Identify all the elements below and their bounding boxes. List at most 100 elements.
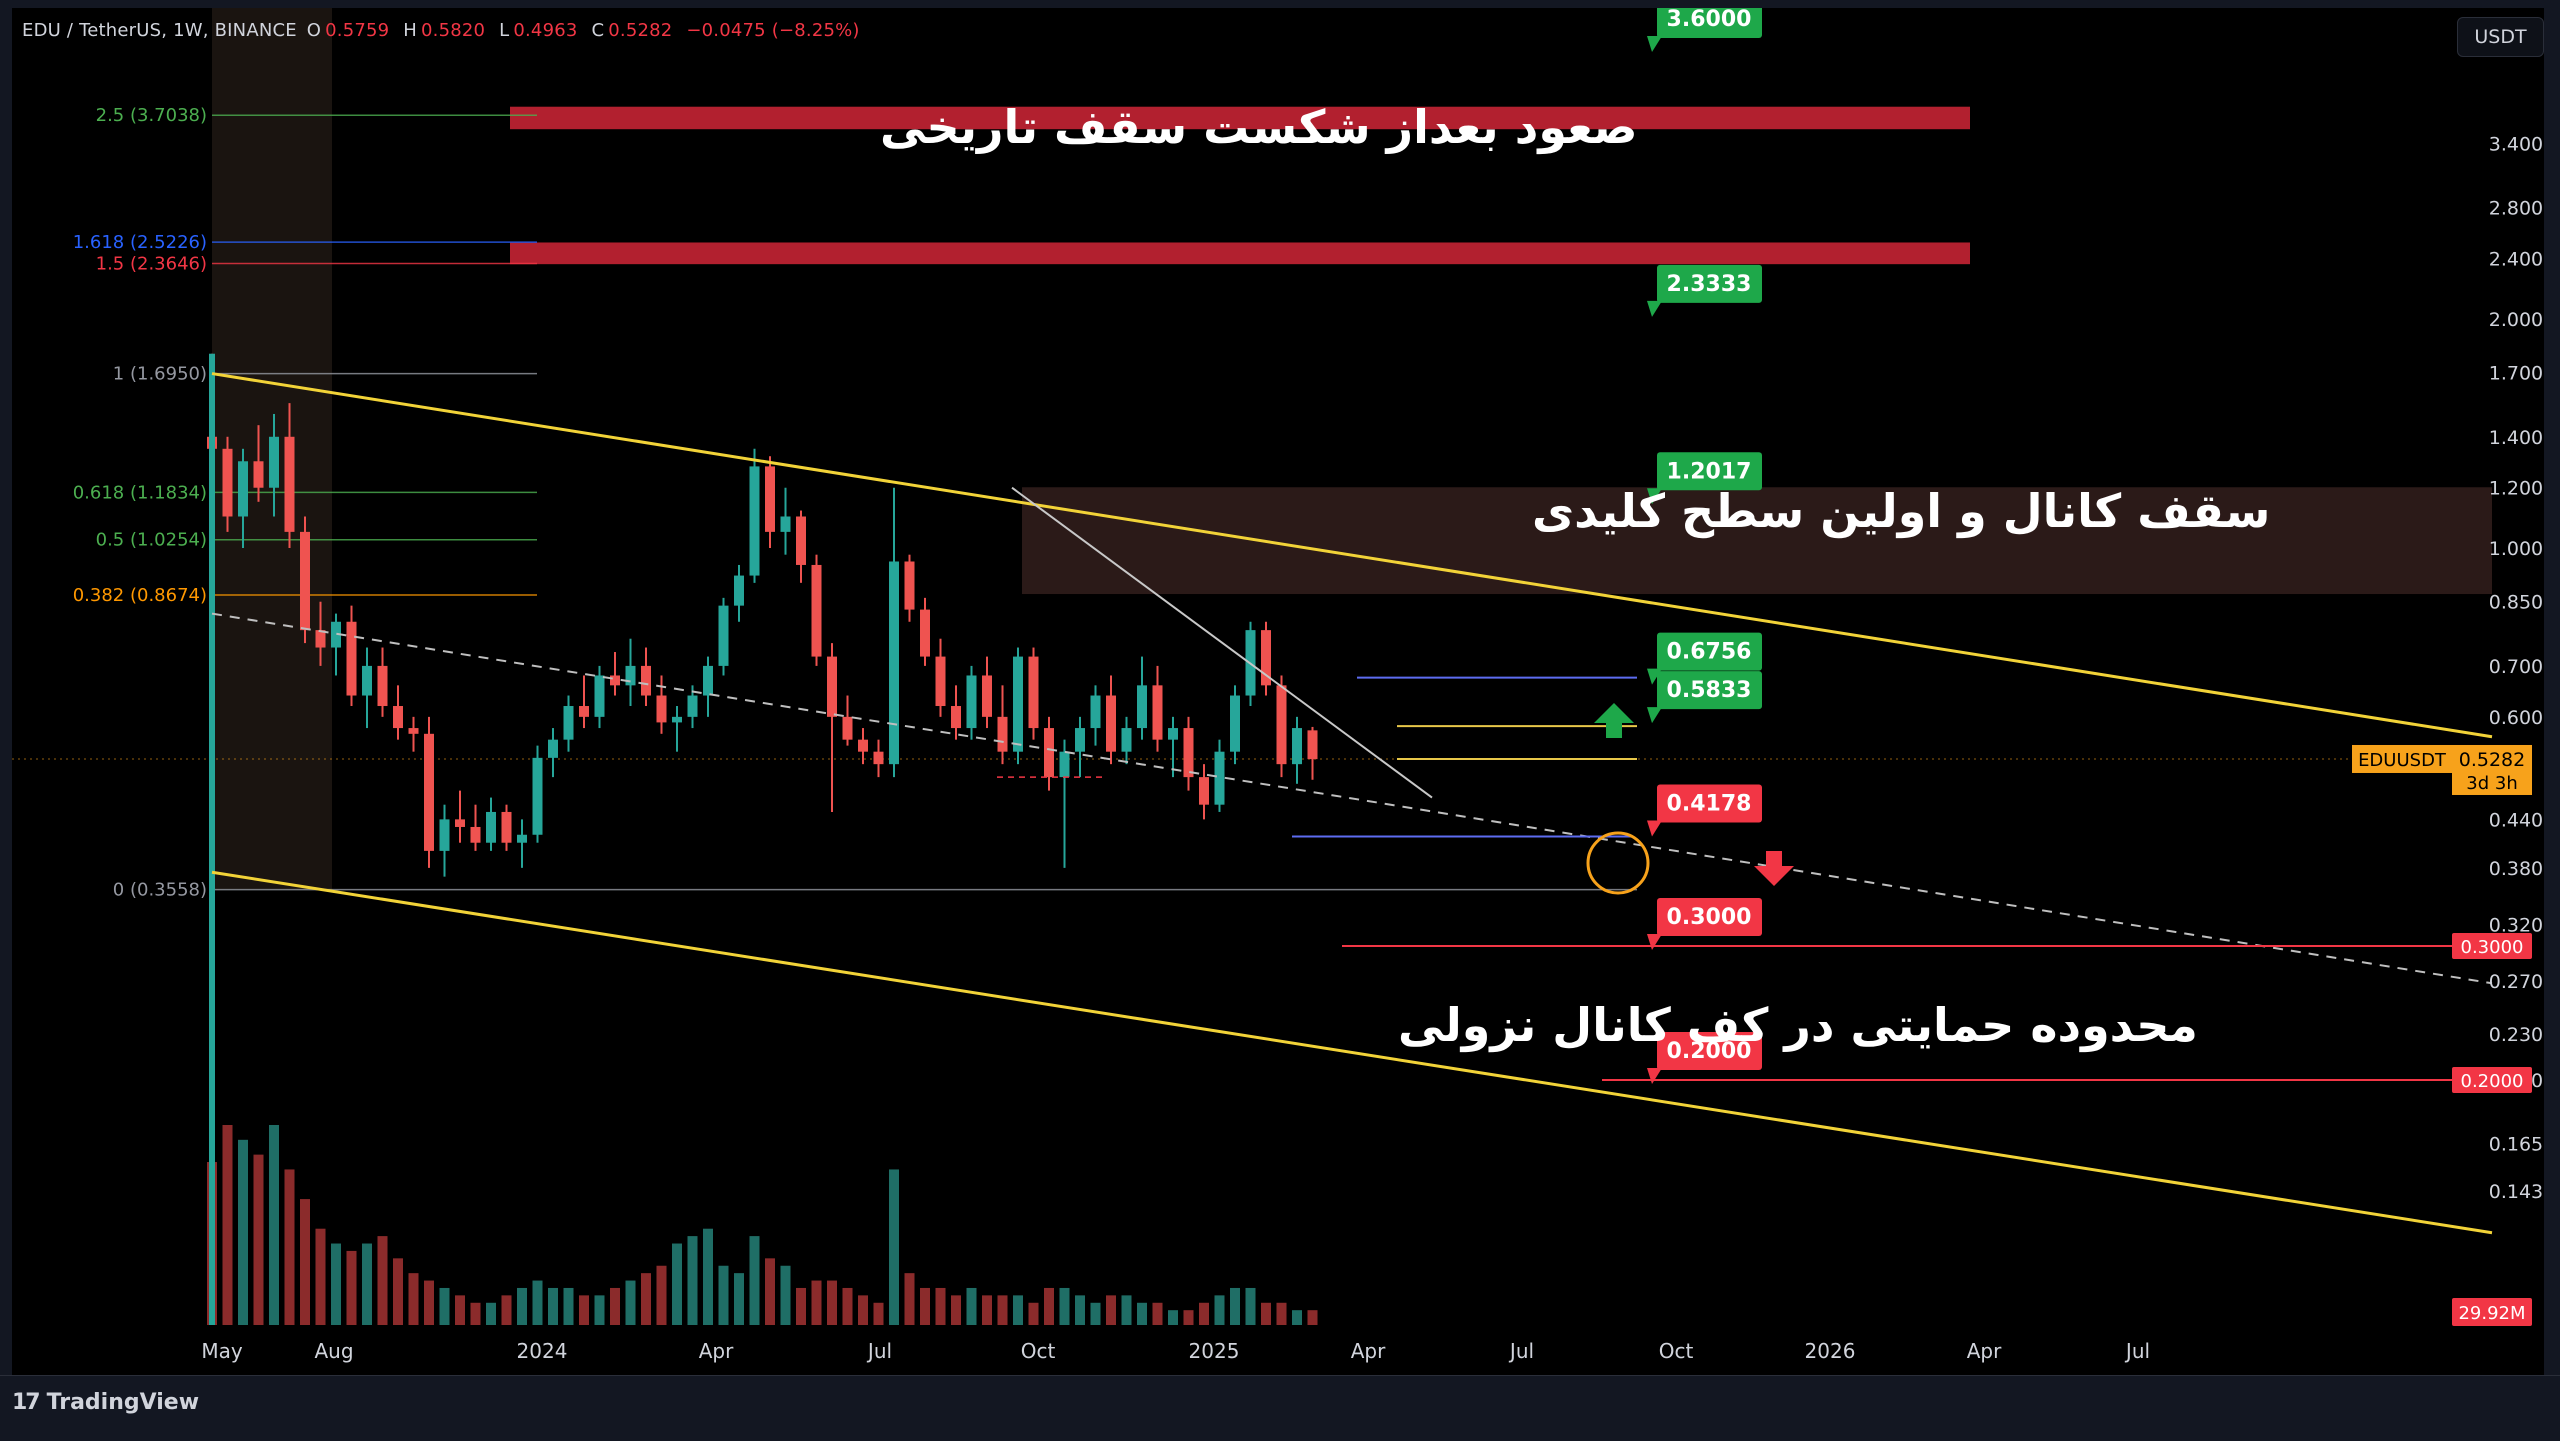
- volume-bar: [563, 1287, 574, 1325]
- current-price-tag: [2452, 744, 2532, 795]
- price-tick: 0.6000: [2489, 707, 2544, 729]
- volume-bar: [641, 1273, 651, 1325]
- volume-tag-label: 29.92M: [2458, 1303, 2525, 1324]
- candle-body: [439, 819, 450, 851]
- target-tag-box: [1657, 1032, 1762, 1070]
- candle-body: [563, 706, 574, 740]
- tradingview-logo-text: TradingView: [46, 1390, 200, 1415]
- ohlc-open: O 0.5759: [306, 20, 390, 41]
- candle-body: [997, 716, 1008, 752]
- currency-button[interactable]: USDT: [2457, 17, 2544, 57]
- volume-bar: [532, 1280, 543, 1325]
- symbol-price-badge-label: EDUUSDT: [2358, 750, 2447, 771]
- axis-level-tag-label: 0.2000: [2461, 1071, 2524, 1092]
- volume-bar: [1214, 1295, 1225, 1325]
- fib-label: 2.5 (3.7038): [96, 105, 207, 126]
- volume-bar: [377, 1236, 388, 1325]
- candle-body: [672, 716, 682, 723]
- annotation-middle: سقف کانال و اولین سطح کلیدی: [1532, 484, 2271, 538]
- channel-mid-dashed: [211, 612, 2493, 985]
- volume-bar: [904, 1273, 915, 1325]
- target-tag-box: [1657, 784, 1762, 823]
- current-price-countdown: 3d 3h: [2466, 773, 2517, 794]
- volume-bar: [331, 1243, 341, 1325]
- target-tag-label: 0.6756: [1667, 640, 1752, 665]
- candle-body: [548, 739, 558, 758]
- price-axis: 0.14300.16500.20000.23000.27000.32000.38…: [2489, 133, 2544, 1202]
- candle-body: [1230, 695, 1240, 752]
- channel-upper-line: [211, 372, 2493, 739]
- target-tag-label: 0.4178: [1667, 791, 1752, 816]
- price-chart[interactable]: 2.5 (3.7038) 1.618 (2.5226)1.5 (2.3646) 1 …: [12, 8, 2544, 1375]
- candle-body: [315, 630, 326, 648]
- candle-body: [1106, 695, 1116, 752]
- volume-bar: [1199, 1302, 1209, 1325]
- candle-body: [625, 665, 636, 686]
- candle-body: [393, 706, 403, 729]
- candle-body: [1307, 730, 1318, 760]
- candle-body: [1090, 695, 1101, 729]
- volume-bar: [1013, 1295, 1023, 1325]
- target-tag-pointer: [1647, 707, 1662, 724]
- price-tick: 1.2000: [2489, 478, 2544, 500]
- time-tick: Oct: [1021, 1339, 1056, 1363]
- time-tick: 2024: [517, 1339, 568, 1363]
- volume-bar: [439, 1287, 450, 1325]
- target-tag: 0.4178: [1647, 784, 1762, 837]
- fib-label: 1.618 (2.5226): [73, 232, 207, 253]
- target-tag-box: [1657, 264, 1762, 303]
- volume-bar: [1230, 1287, 1240, 1325]
- time-tick: Jul: [866, 1339, 892, 1363]
- candle-body: [470, 826, 481, 843]
- volume-bar: [1292, 1310, 1302, 1325]
- candle-body: [1059, 751, 1070, 778]
- current-price-value: 0.5282: [2459, 749, 2525, 771]
- volume-bar: [749, 1236, 760, 1325]
- volume-bar: [656, 1265, 667, 1325]
- time-tick: Jul: [2124, 1339, 2150, 1363]
- target-tag: 3.6000: [1647, 8, 1762, 52]
- volume-bar: [594, 1295, 605, 1325]
- candle-body: [641, 665, 651, 696]
- time-tick: Oct: [1659, 1339, 1694, 1363]
- candle-body: [238, 461, 248, 517]
- target-tag-pointer: [1647, 300, 1662, 317]
- fib-label: 0.5 (1.0254): [96, 530, 207, 551]
- volume-bar: [1121, 1295, 1132, 1325]
- axis-level-tag-label: 0.3000: [2461, 937, 2524, 958]
- volume-bar: [951, 1295, 961, 1325]
- candle-body: [424, 733, 434, 851]
- volume-bar: [408, 1273, 419, 1325]
- candle-body: [1168, 728, 1178, 740]
- candle-body: [842, 716, 853, 740]
- target-tag-box: [1657, 897, 1762, 936]
- fib-label: 1.5 (2.3646): [96, 254, 207, 275]
- target-tag-label: 3.6000: [1667, 8, 1752, 32]
- volume-bar: [424, 1280, 434, 1325]
- price-tick: 2.8000: [2489, 198, 2544, 220]
- symbol-header[interactable]: EDU / TetherUS, 1W, BINANCE O 0.5759 H 0.5…: [22, 20, 864, 41]
- volume-bar: [238, 1139, 248, 1325]
- volume-bar: [1183, 1310, 1194, 1325]
- volume-bar: [966, 1287, 977, 1325]
- target-tag: 0.2000: [1647, 1032, 1762, 1084]
- symbol-title[interactable]: EDU / TetherUS, 1W, BINANCE: [22, 20, 297, 41]
- tradingview-logo[interactable]: 17 TradingView: [12, 1390, 199, 1415]
- channel-lower-line: [211, 870, 2493, 1235]
- target-tag-label: 2.3333: [1667, 272, 1752, 297]
- volume-bar: [486, 1302, 496, 1325]
- candle-body: [982, 675, 992, 717]
- volume-bar: [935, 1287, 946, 1325]
- candle-body: [780, 516, 791, 532]
- local-trendline: [1011, 486, 1433, 799]
- volume-bar: [889, 1169, 899, 1325]
- volume-bar: [610, 1287, 620, 1325]
- annotation-bottom: محدوده حمایتی در کف کانال نزولی: [1398, 998, 2198, 1052]
- symbol-price-badge: [2352, 744, 2452, 773]
- target-tag-box: [1657, 452, 1762, 491]
